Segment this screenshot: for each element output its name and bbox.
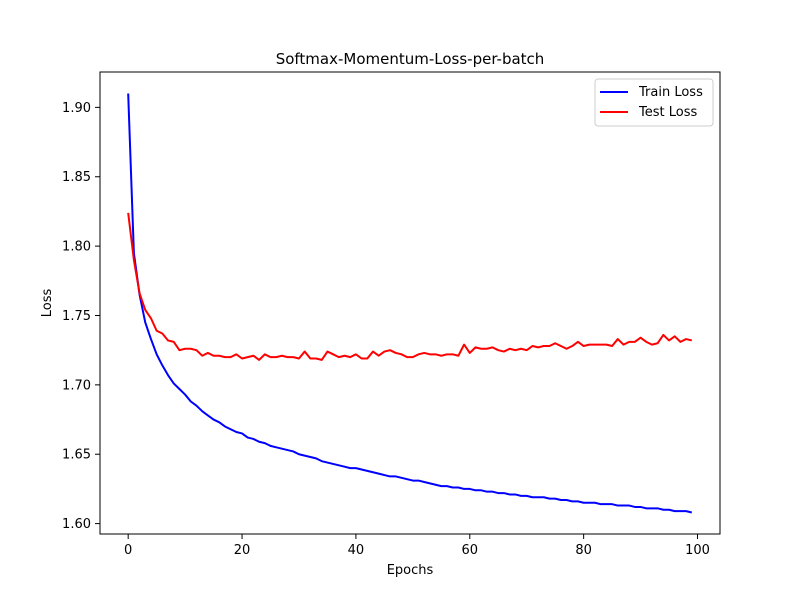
x-tick-label: 100 (685, 543, 710, 558)
plot-area (100, 72, 720, 534)
x-tick-label: 60 (462, 543, 479, 558)
y-axis-label: Loss (40, 289, 55, 318)
x-tick-label: 40 (348, 543, 365, 558)
x-tick-label: 80 (575, 543, 592, 558)
legend-test-loss-label: Test Loss (638, 105, 697, 120)
x-tick-label: 20 (234, 543, 251, 558)
y-tick-label: 1.90 (62, 101, 91, 116)
series-lines (127, 93, 693, 514)
x-axis-label: Epochs (387, 563, 434, 578)
y-tick-label: 1.85 (62, 170, 91, 185)
y-axis-ticks: 1.60 1.65 1.70 1.75 1.80 1.85 1.90 (62, 101, 100, 532)
y-tick-label: 1.75 (62, 309, 91, 324)
y-tick-label: 1.60 (62, 517, 91, 532)
legend-train-loss-label: Train Loss (638, 85, 703, 100)
x-tick-label: 0 (124, 543, 132, 558)
y-tick-label: 1.65 (62, 448, 91, 463)
test-loss-line (127, 212, 693, 361)
legend-box (594, 78, 714, 127)
plot-frame (99, 71, 721, 535)
train-loss-line (127, 93, 693, 514)
y-tick-label: 1.80 (62, 240, 91, 255)
x-axis-ticks: 0 20 40 60 80 100 (124, 534, 710, 558)
y-tick-label: 1.70 (62, 378, 91, 393)
chart-title: Softmax-Momentum-Loss-per-batch (276, 50, 545, 68)
legend: Train Loss Test Loss (594, 78, 714, 127)
